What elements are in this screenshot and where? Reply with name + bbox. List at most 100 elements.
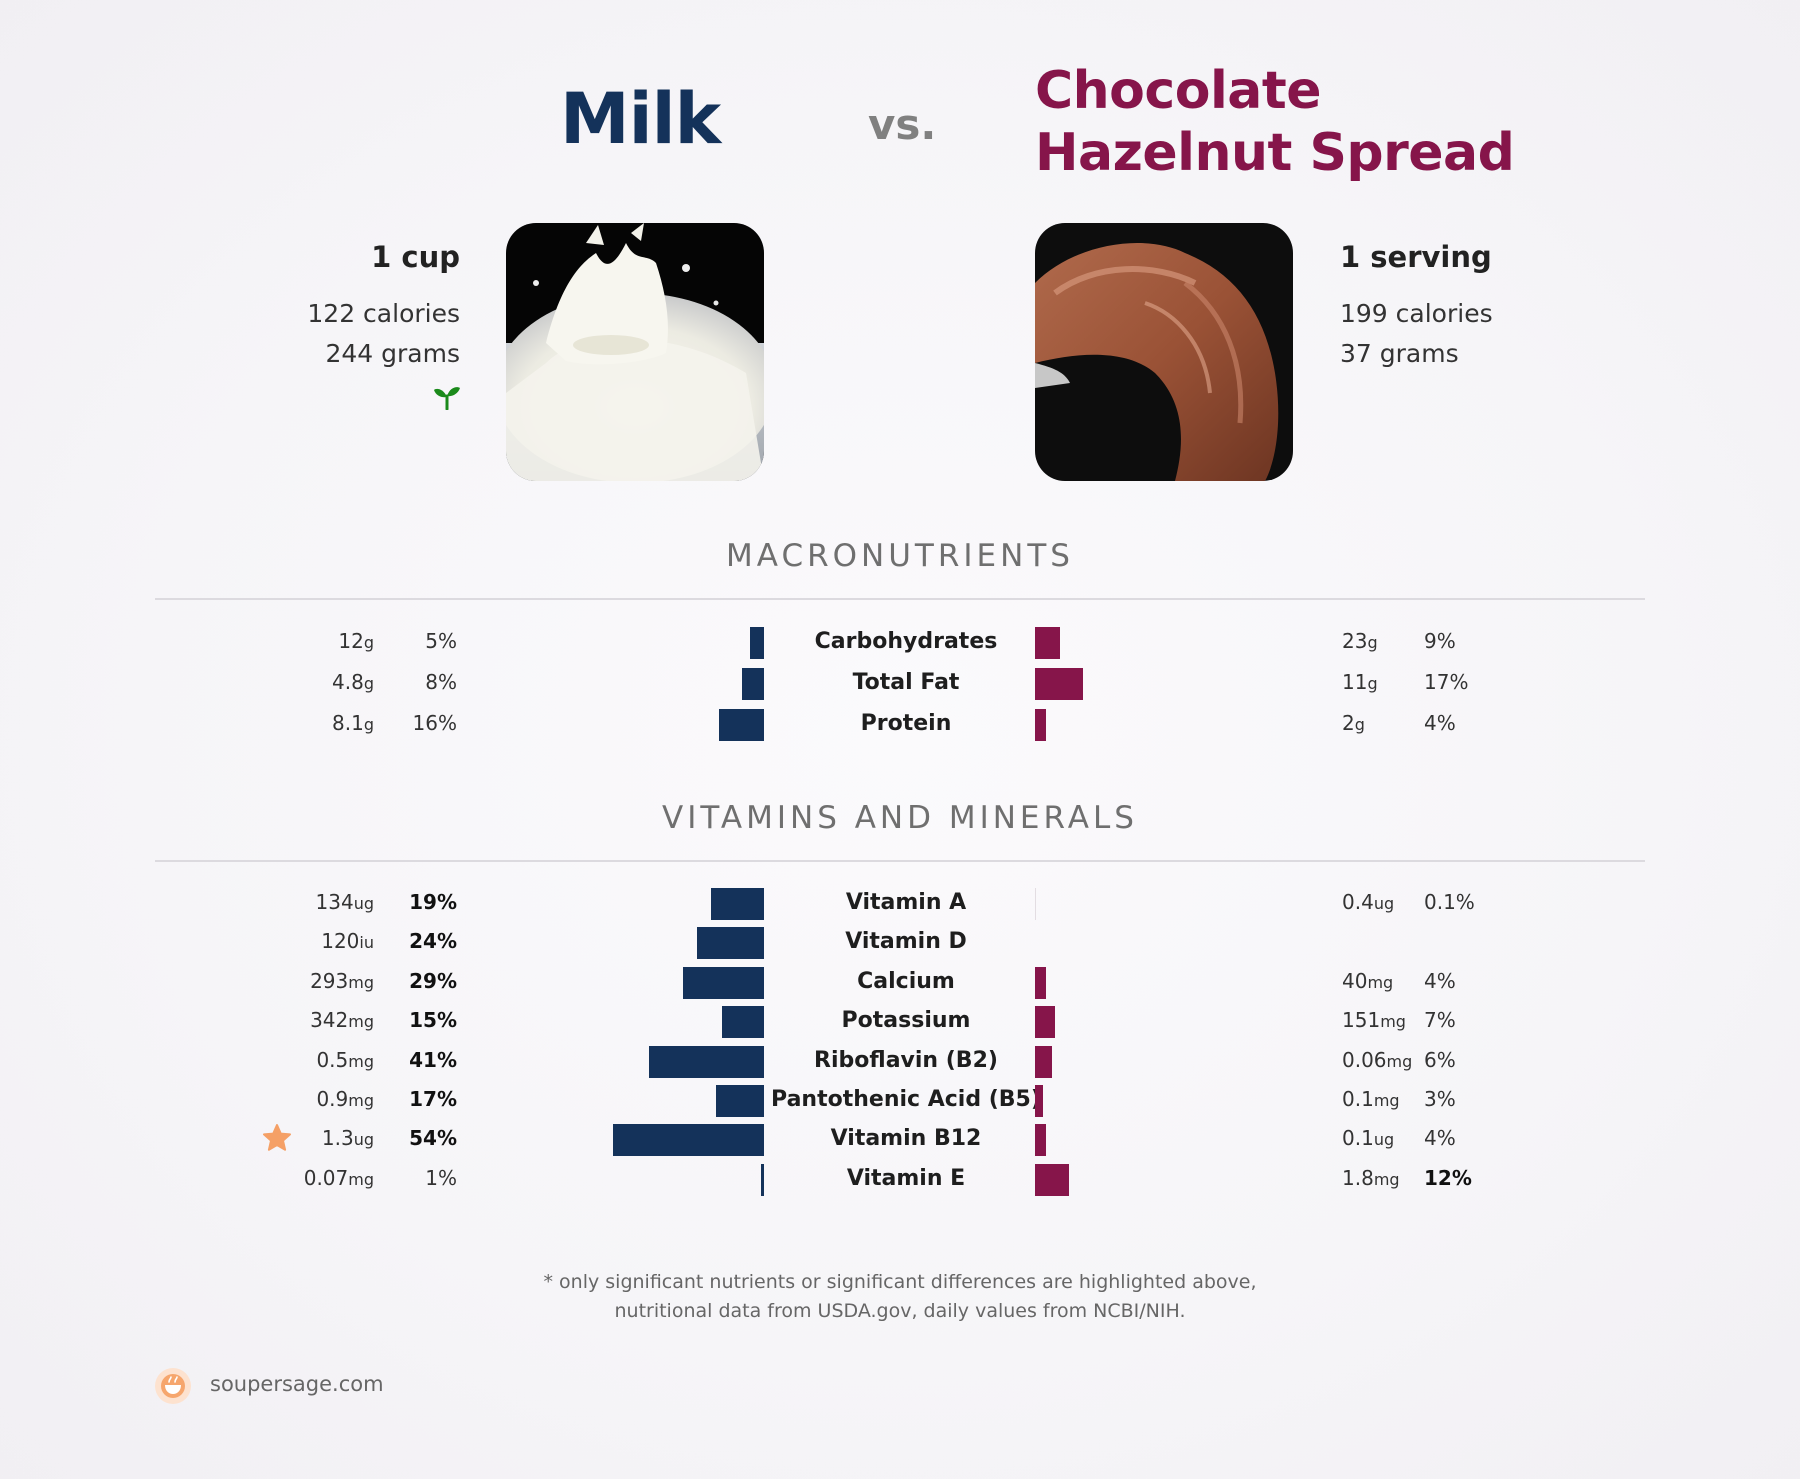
right-calories: 199 calories (1340, 299, 1493, 328)
right-amount-value: 40 (1342, 968, 1368, 993)
left-amount-unit: ug (353, 894, 374, 913)
right-bar (1035, 966, 1047, 999)
right-amount: 151mg (1342, 1008, 1406, 1032)
left-amount: 293mg (310, 969, 374, 993)
right-serving-size: 1 serving (1340, 240, 1492, 274)
right-bar (1035, 888, 1036, 920)
left-daily-value: 1% (425, 1165, 457, 1190)
food-right-title-line2: Hazelnut Spread (1035, 123, 1515, 183)
macronutrients-heading: MACRONUTRIENTS (726, 538, 1074, 574)
star-icon (262, 1123, 292, 1153)
left-bar (716, 1085, 764, 1117)
right-amount: 1.8mg (1342, 1166, 1400, 1190)
left-nutrition-summary: 122 calories 244 grams (307, 294, 460, 374)
left-daily-value: 19% (409, 890, 457, 914)
left-daily-value: 5% (425, 629, 457, 653)
right-daily-value: 3% (1424, 1087, 1456, 1111)
left-amount: 0.9mg (316, 1087, 374, 1111)
right-amount: 0.4ug (1342, 890, 1394, 914)
left-amount-value: 1.3 (321, 1126, 354, 1151)
nutrient-row: 134ug 19% Vitamin A 0.4ug 0.1% (0, 886, 1800, 922)
nutrient-row: 8.1g 16% Protein 2g 4% (0, 707, 1800, 743)
right-daily-value: 4% (1424, 1126, 1456, 1151)
right-amount-unit: mg (1373, 1091, 1400, 1110)
right-daily-value: 4% (1424, 968, 1456, 993)
right-amount: 0.1mg (1342, 1087, 1400, 1111)
left-amount: 134ug (316, 890, 374, 914)
nutrient-row: 120iu 24% Vitamin D (0, 925, 1800, 961)
right-amount: 0.1ug (1342, 1126, 1394, 1150)
nutrient-row: 1.3ug 54% Vitamin B12 0.1ug 4% (0, 1122, 1800, 1158)
nutrient-row: 0.9mg 17% Pantothenic Acid (B5) 0.1mg 3% (0, 1083, 1800, 1119)
right-nutrition-summary: 199 calories 37 grams (1340, 294, 1493, 374)
left-amount-value: 0.07 (303, 1165, 349, 1190)
right-amount-unit: mg (1373, 1169, 1400, 1189)
left-amount-unit: g (363, 715, 374, 734)
left-amount: 12g (338, 629, 374, 653)
left-bar (696, 927, 764, 960)
nutrient-row: 293mg 29% Calcium 40mg 4% (0, 965, 1800, 1001)
right-amount-value: 0.06 (1342, 1047, 1387, 1072)
left-amount: 8.1g (332, 711, 374, 735)
left-bar (719, 709, 764, 741)
vitamins-minerals-divider (155, 860, 1645, 862)
left-amount-value: 0.9 (316, 1087, 349, 1111)
left-amount-value: 12 (338, 629, 364, 653)
left-amount: 1.3ug (322, 1126, 374, 1150)
nutrient-name: Vitamin E (846, 1165, 966, 1191)
right-amount-unit: mg (1386, 1051, 1413, 1071)
nutrient-name: Riboflavin (B2) (814, 1047, 998, 1073)
nutrient-name: Protein (860, 711, 952, 736)
left-amount-unit: mg (348, 1169, 374, 1189)
left-bar (750, 627, 764, 659)
right-amount: 0.06mg (1342, 1048, 1412, 1072)
soupersage-link[interactable]: soupersage.com (210, 1372, 384, 1396)
left-daily-value: 15% (409, 1008, 457, 1033)
right-grams: 37 grams (1340, 339, 1459, 368)
left-daily-value: 17% (409, 1087, 457, 1111)
nutrient-name: Vitamin D (845, 929, 967, 955)
macronutrients-divider (155, 598, 1645, 600)
right-amount-unit: ug (1373, 894, 1395, 913)
nutrient-row: 0.07mg 1% Vitamin E 1.8mg 12% (0, 1162, 1800, 1198)
left-amount-value: 342 (310, 1008, 349, 1033)
right-bar (1035, 1124, 1047, 1157)
left-amount-value: 0.5 (316, 1047, 349, 1072)
left-serving-size: 1 cup (371, 240, 460, 274)
right-bar (1035, 1163, 1069, 1196)
milk-photo (506, 223, 764, 481)
nutrient-row: 4.8g 8% Total Fat 11g 17% (0, 666, 1800, 702)
right-amount-unit: ug (1373, 1130, 1395, 1150)
right-amount-value: 1.8 (1342, 1165, 1374, 1190)
soupersage-logo-icon[interactable] (154, 1367, 192, 1405)
right-amount-value: 0.1 (1342, 1087, 1374, 1111)
right-amount-value: 23 (1342, 629, 1368, 653)
left-bar (761, 1163, 764, 1196)
left-amount-unit: ug (353, 1130, 374, 1150)
nutrient-name: Vitamin A (845, 890, 967, 915)
left-amount-value: 293 (310, 968, 349, 993)
left-daily-value: 8% (425, 670, 457, 694)
left-amount-unit: g (363, 674, 374, 693)
right-bar (1035, 1045, 1052, 1078)
nutrient-name: Total Fat (852, 670, 960, 695)
left-bar (612, 1124, 764, 1157)
right-amount: 11g (1342, 670, 1378, 694)
right-amount: 23g (1342, 629, 1378, 653)
left-bar (710, 888, 764, 920)
left-amount-unit: mg (348, 1051, 374, 1071)
right-daily-value: 9% (1424, 629, 1456, 653)
right-daily-value: 17% (1424, 670, 1469, 694)
left-amount-unit: mg (348, 972, 374, 992)
left-daily-value: 16% (412, 711, 457, 735)
left-amount-unit: mg (348, 1012, 374, 1032)
right-bar (1035, 627, 1061, 659)
left-bar (741, 668, 764, 700)
right-bar (1035, 709, 1047, 741)
left-grams: 244 grams (325, 339, 460, 368)
food-left-title: Milk (560, 78, 721, 160)
left-amount: 0.5mg (316, 1048, 374, 1072)
chocolate-spread-photo (1035, 223, 1293, 481)
left-amount: 120iu (321, 929, 374, 953)
left-amount-unit: mg (348, 1091, 374, 1110)
